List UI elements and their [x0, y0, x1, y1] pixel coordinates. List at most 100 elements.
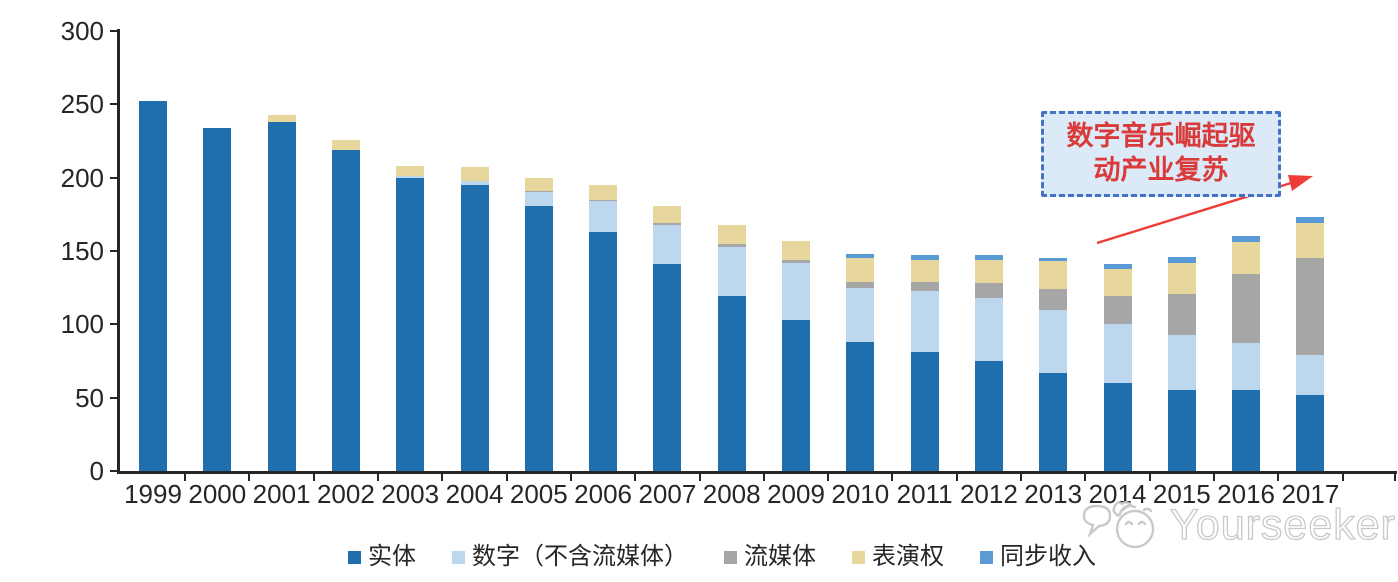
x-axis-end-tick: [1394, 474, 1396, 481]
bar-segment: [589, 185, 618, 200]
bar-segment: [1296, 223, 1325, 259]
bar-segment: [1167, 256, 1196, 263]
x-axis-tick: [1020, 474, 1023, 481]
bar-segment: [524, 205, 553, 471]
bar-segment: [717, 246, 746, 297]
bar-segment: [1167, 334, 1196, 391]
annotation-callout: 数字音乐崛起驱 动产业复苏: [1041, 111, 1281, 197]
bar-segment: [589, 231, 618, 471]
chart-legend: 实体 数字（不含流媒体） 流媒体 表演权 同步收入: [0, 544, 1398, 570]
bar-stack: [331, 139, 360, 471]
bar-segment: [524, 177, 553, 191]
bar-segment: [717, 224, 746, 244]
legend-swatch: [980, 550, 993, 564]
bar-segment: [846, 258, 875, 282]
bar-segment: [589, 201, 618, 232]
bar-segment: [717, 243, 746, 247]
y-axis-tick: [110, 396, 118, 399]
x-axis-category-label: 2015: [1152, 479, 1211, 509]
bar-segment: [1296, 217, 1325, 224]
bar-segment: [1296, 258, 1325, 356]
x-axis-category-label: 2009: [767, 479, 825, 509]
bar-stack: [524, 177, 553, 471]
chat-cat-icon: [1082, 501, 1155, 549]
watermark: Yourseeker: [1078, 498, 1396, 552]
bar-segment: [524, 190, 553, 193]
y-axis-tick-label: 150: [60, 236, 104, 266]
bar-stack: [460, 167, 489, 471]
x-axis-tick: [1212, 474, 1215, 481]
bar-stack: [203, 127, 232, 471]
bar-segment: [1103, 296, 1132, 325]
x-axis-tick: [569, 474, 572, 481]
bar-segment: [653, 205, 682, 224]
y-axis-tick: [110, 470, 118, 472]
x-axis-tick: [762, 474, 765, 481]
y-axis-tick: [110, 30, 118, 32]
x-axis-tick: [184, 474, 187, 481]
bar-segment: [1232, 274, 1261, 344]
legend-item: 表演权: [852, 544, 944, 570]
annotation-line-2: 动产业复苏: [1093, 155, 1229, 185]
bar-segment: [396, 176, 425, 178]
legend-swatch: [452, 550, 465, 564]
bar-segment: [974, 259, 1003, 284]
bar-stack: [139, 101, 167, 471]
x-axis-category-label: 2004: [445, 479, 504, 509]
legend-item: 同步收入: [980, 544, 1096, 570]
x-axis-tick: [634, 474, 637, 481]
legend-item: 流媒体: [724, 544, 816, 570]
bar-stack: [717, 224, 746, 471]
bar-segment: [331, 149, 360, 471]
legend-item: 实体: [348, 544, 416, 570]
y-axis-tick-label: 100: [60, 309, 104, 340]
bar-stack: [1167, 256, 1196, 471]
bar-segment: [331, 139, 360, 150]
watermark-text: Yourseeker: [1169, 500, 1396, 549]
bar-segment: [1039, 289, 1068, 310]
bar-segment: [396, 165, 425, 177]
y-axis-tick-label: 50: [75, 382, 104, 413]
bar-segment: [203, 127, 232, 471]
bar-stack: [974, 255, 1003, 471]
bar-segment: [910, 352, 939, 471]
bar-segment: [910, 281, 939, 291]
bar-segment: [1167, 293, 1196, 335]
x-axis-tick: [377, 474, 380, 481]
x-axis-category-label: 1999: [124, 479, 182, 509]
x-axis-tick: [698, 474, 701, 481]
x-axis-category-label: 2011: [896, 479, 953, 509]
x-axis-tick: [248, 474, 251, 481]
bar-segment: [460, 184, 489, 471]
legend-label: 同步收入: [1000, 544, 1096, 570]
x-axis-tick: [1341, 474, 1344, 481]
bar-stack: [1039, 258, 1068, 471]
bar-segment: [974, 360, 1003, 471]
bar-segment: [460, 167, 489, 181]
legend-item: 数字（不含流媒体）: [452, 544, 688, 570]
x-axis-tick: [891, 474, 894, 481]
x-axis-tick: [1148, 474, 1151, 481]
legend-label: 实体: [368, 544, 416, 570]
bar-segment: [974, 297, 1003, 361]
annotation-line-1: 数字音乐崛起驱: [1066, 121, 1256, 152]
bar-segment: [782, 319, 810, 471]
bar-segment: [524, 192, 553, 206]
x-axis-category-label: 2002: [316, 479, 375, 509]
bar-stack: [653, 205, 682, 471]
y-axis-tick: [110, 250, 118, 252]
bar-segment: [1232, 343, 1261, 391]
bar-segment: [846, 253, 875, 259]
bar-segment: [846, 281, 875, 288]
x-axis-category-label: 2001: [252, 479, 311, 509]
bar-stack: [846, 253, 875, 471]
x-axis-category-label: 2010: [831, 479, 890, 509]
bar-stack: [267, 114, 296, 471]
bar-segment: [1103, 268, 1132, 297]
bar-segment: [782, 240, 810, 260]
y-axis-tick: [110, 103, 118, 106]
y-axis-tick-label: 250: [60, 89, 104, 120]
x-axis-tick: [441, 474, 444, 481]
legend-swatch: [724, 550, 737, 564]
